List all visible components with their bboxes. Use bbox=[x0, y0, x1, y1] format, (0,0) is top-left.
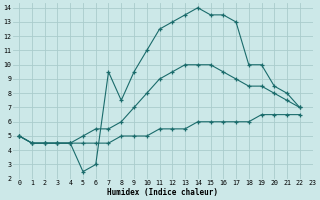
X-axis label: Humidex (Indice chaleur): Humidex (Indice chaleur) bbox=[107, 188, 218, 197]
